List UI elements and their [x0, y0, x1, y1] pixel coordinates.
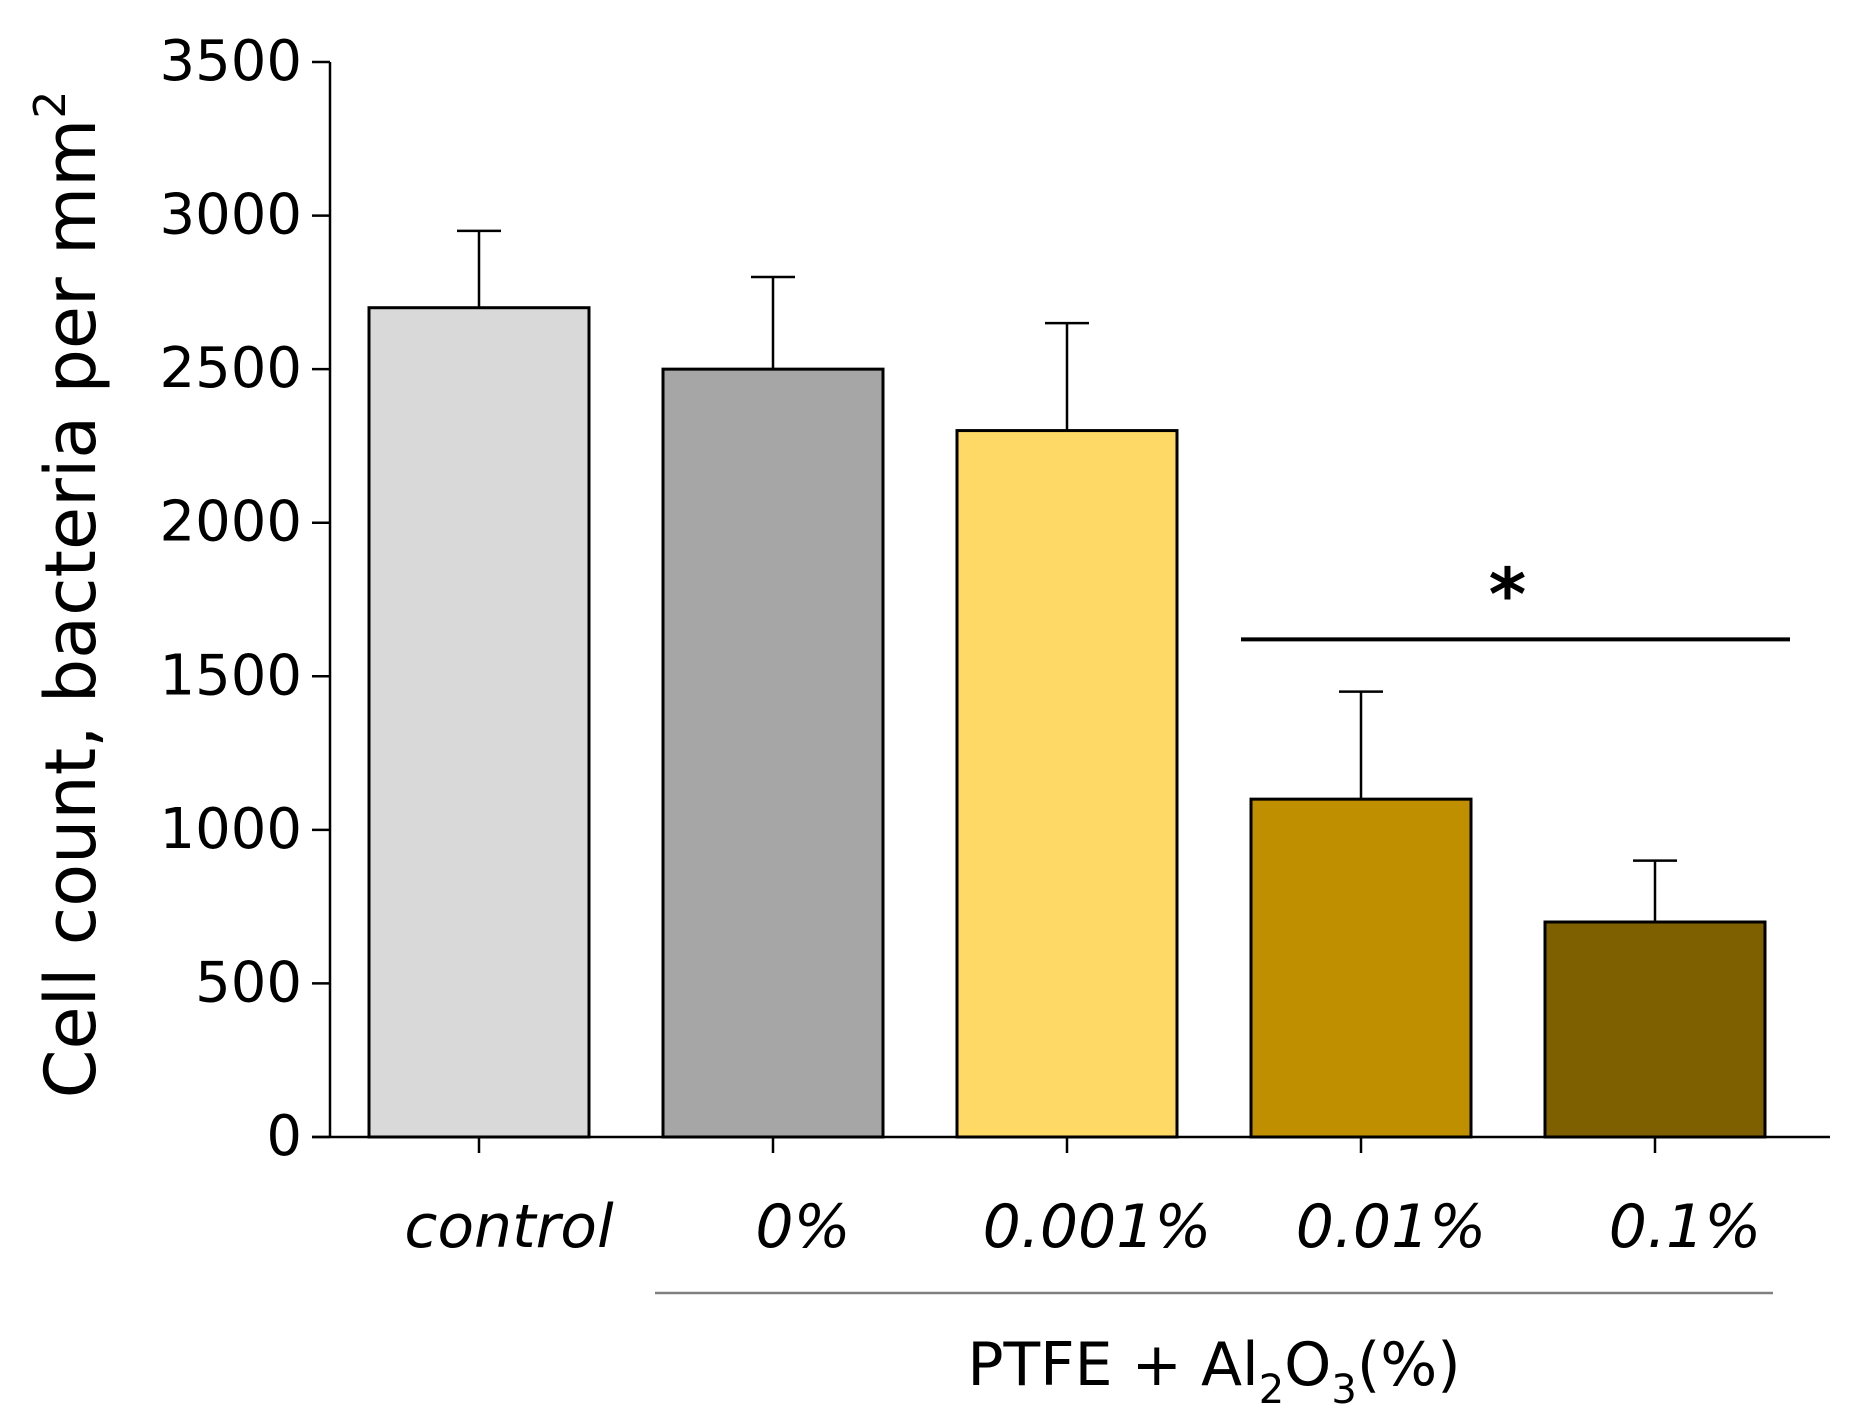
y-tick-label-2000: 2000 — [159, 490, 302, 555]
bars-layer — [367, 306, 1767, 1139]
significance-asterisk: * — [1489, 552, 1527, 636]
bar-0.01% — [1249, 797, 1473, 1139]
axes-layer — [312, 60, 1830, 1295]
bar-0.001% — [955, 429, 1179, 1139]
labels-layer: 0 500 1000 1500 2000 2500 3000 3500 control 0% 0.0… — [25, 29, 1761, 1413]
y-tick-label-0: 0 — [266, 1104, 302, 1169]
group-label: PTFE + Al2O3(%) — [967, 1330, 1460, 1413]
x-tick-label-0%: 0% — [755, 1192, 850, 1262]
y-tick-label-500: 500 — [195, 950, 302, 1015]
y-tick-label-1500: 1500 — [159, 643, 302, 708]
y-tick-label-3500: 3500 — [159, 29, 302, 94]
y-axis-label-superscript: 2 — [25, 91, 76, 119]
group-label-part-2: O — [1284, 1330, 1331, 1400]
error-bars-layer — [457, 229, 1677, 922]
group-label-part-0: PTFE + Al — [967, 1330, 1258, 1400]
y-tick-label-1000: 1000 — [159, 797, 302, 862]
x-tick-label-0.01%: 0.01% — [1296, 1192, 1487, 1262]
x-tick-label-0.1%: 0.1% — [1609, 1192, 1761, 1262]
group-label-part-3: 3 — [1331, 1367, 1356, 1413]
y-tick-label-3000: 3000 — [159, 183, 302, 248]
y-tick-label-2500: 2500 — [159, 336, 302, 401]
bar-control — [367, 306, 591, 1139]
y-axis-label: Cell count, bacteria per mm2 — [25, 91, 112, 1099]
group-label-part-4: (%) — [1357, 1330, 1461, 1400]
bar-0% — [661, 367, 885, 1139]
x-tick-label-control: control — [404, 1192, 614, 1262]
x-tick-label-0.001%: 0.001% — [983, 1192, 1212, 1262]
bar-0.1% — [1543, 920, 1767, 1139]
group-label-part-1: 2 — [1259, 1367, 1284, 1413]
y-axis-label-text: Cell count, bacteria per mm — [30, 119, 112, 1099]
